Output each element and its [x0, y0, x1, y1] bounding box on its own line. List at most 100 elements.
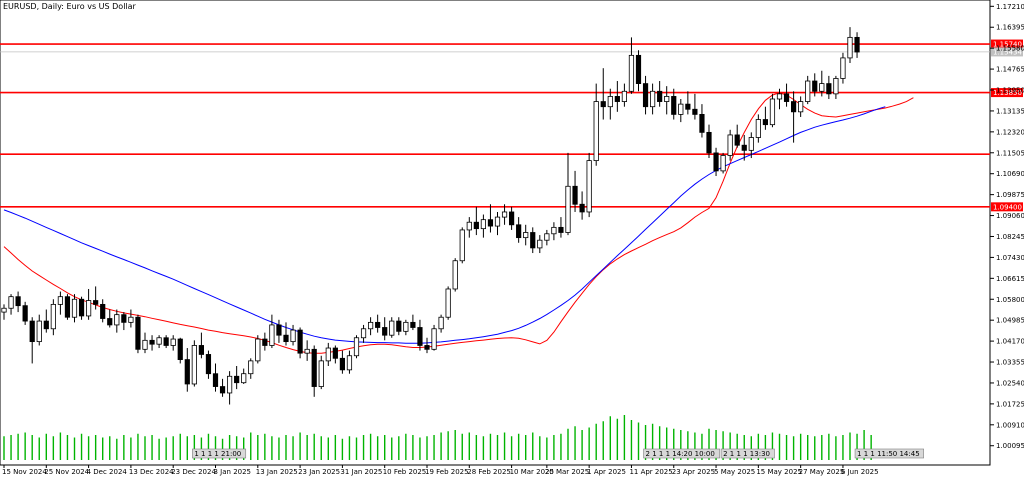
candle-body	[29, 320, 35, 343]
candle-body	[840, 57, 846, 79]
candle	[107, 309, 113, 328]
candle	[149, 335, 155, 351]
candle	[170, 335, 176, 351]
candle-body	[36, 320, 42, 343]
candle-body	[248, 360, 254, 375]
candle-body	[283, 334, 289, 343]
candle-body	[544, 233, 550, 241]
price-tick-label: 1.10690	[996, 170, 1024, 178]
candle	[480, 214, 487, 238]
candle-body	[438, 316, 444, 330]
candle	[121, 312, 127, 331]
time-tick-label: 15 Nov 2024	[2, 468, 47, 476]
candle	[304, 340, 310, 361]
candle	[332, 345, 338, 364]
candle	[86, 288, 92, 320]
candle-body	[805, 80, 811, 102]
candle	[501, 204, 508, 225]
candle-body	[593, 101, 599, 162]
candle	[22, 301, 28, 325]
candle	[720, 152, 726, 174]
price-axis: 1.17210 1.16395 1.15580 1.14765 1.13950 1.131…	[990, 3, 1024, 450]
candle	[346, 350, 353, 374]
candle	[635, 50, 642, 92]
candle	[276, 319, 282, 343]
time-tick-label: 15 May 2025	[756, 468, 802, 476]
candle-body	[198, 345, 204, 355]
candle-body	[452, 260, 458, 290]
price-tick-label: 1.07430	[996, 254, 1024, 262]
price-tick-label: 1.12320	[996, 128, 1024, 136]
candle	[1, 304, 7, 320]
candle-body	[234, 375, 240, 384]
event-marker-box[interactable]	[720, 448, 775, 459]
candle-body	[15, 296, 21, 307]
candle	[452, 258, 458, 292]
candle-body	[50, 303, 56, 330]
candle	[734, 124, 740, 148]
candle-body	[699, 113, 705, 133]
time-tick-label: 20 Mar 2025	[545, 468, 589, 476]
candle-body	[501, 211, 508, 218]
candle	[431, 324, 437, 351]
candle-body	[480, 219, 487, 230]
candle	[36, 314, 42, 346]
candle	[93, 286, 99, 310]
candle	[642, 75, 649, 115]
time-tick-label: 13 Dec 2024	[129, 468, 174, 476]
candle	[826, 75, 832, 99]
price-tick-label: 1.01725	[996, 400, 1024, 408]
candle-body	[367, 321, 374, 330]
candle-body	[107, 318, 113, 326]
price-tick-label: 1.16395	[996, 24, 1024, 32]
candle-body	[523, 232, 529, 239]
candle	[205, 350, 212, 379]
candle	[523, 224, 529, 246]
candle	[212, 363, 219, 392]
candle	[445, 286, 451, 320]
candle-body	[276, 324, 282, 336]
candle	[487, 204, 494, 233]
event-marker-box[interactable]	[854, 448, 924, 459]
candle-body	[403, 321, 409, 332]
candlesticks	[1, 27, 860, 405]
price-tick-label: 1.13950	[996, 87, 1024, 95]
candle-body	[156, 337, 162, 345]
time-tick-label: 13 Jan 2025	[256, 468, 298, 476]
price-tick-label: 1.00095	[996, 442, 1024, 450]
candle-body	[375, 321, 381, 328]
candle	[156, 335, 162, 349]
candle-body	[473, 221, 479, 230]
candle-body	[128, 316, 134, 323]
candle	[50, 299, 56, 336]
candle	[516, 217, 522, 243]
candle-body	[614, 96, 620, 102]
candle	[699, 104, 705, 138]
candle-body	[706, 131, 712, 154]
moving-average-line	[3, 92, 914, 354]
event-marker-box[interactable]	[643, 448, 721, 459]
candle-body	[219, 386, 226, 394]
candle-body	[530, 232, 536, 249]
plot-frame	[0, 0, 991, 466]
price-tick-label: 1.09060	[996, 212, 1024, 220]
candle-body	[607, 96, 613, 108]
price-tick-label: 1.04985	[996, 317, 1024, 325]
price-tick-label: 1.08245	[996, 233, 1024, 241]
candle	[671, 88, 677, 120]
time-tick-label: 28 Feb 2025	[467, 468, 511, 476]
candle-body	[241, 373, 247, 384]
candle-body	[783, 93, 790, 102]
candle-body	[572, 185, 578, 205]
candle	[628, 37, 635, 94]
candle	[410, 314, 416, 331]
price-tick-label: 1.02540	[996, 379, 1024, 387]
price-tick-label: 1.09875	[996, 191, 1024, 199]
price-tick-label: 1.13135	[996, 107, 1024, 115]
candle	[255, 335, 261, 364]
candle-body	[184, 359, 190, 385]
candle	[650, 83, 656, 115]
candle-body	[579, 203, 585, 213]
candle	[678, 98, 684, 123]
event-marker-box[interactable]	[192, 448, 247, 459]
